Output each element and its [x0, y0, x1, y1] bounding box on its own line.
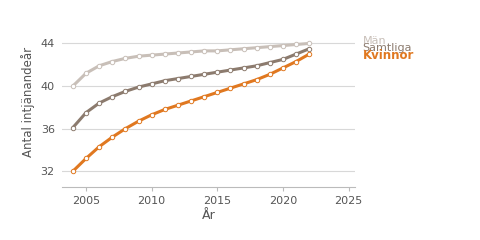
X-axis label: År: År: [202, 209, 216, 222]
Y-axis label: Antal intjänandeår: Antal intjänandeår: [21, 47, 35, 157]
Text: Män: Män: [362, 36, 386, 46]
Text: Kvinnor: Kvinnor: [362, 49, 414, 62]
Text: Samtliga: Samtliga: [362, 43, 412, 53]
